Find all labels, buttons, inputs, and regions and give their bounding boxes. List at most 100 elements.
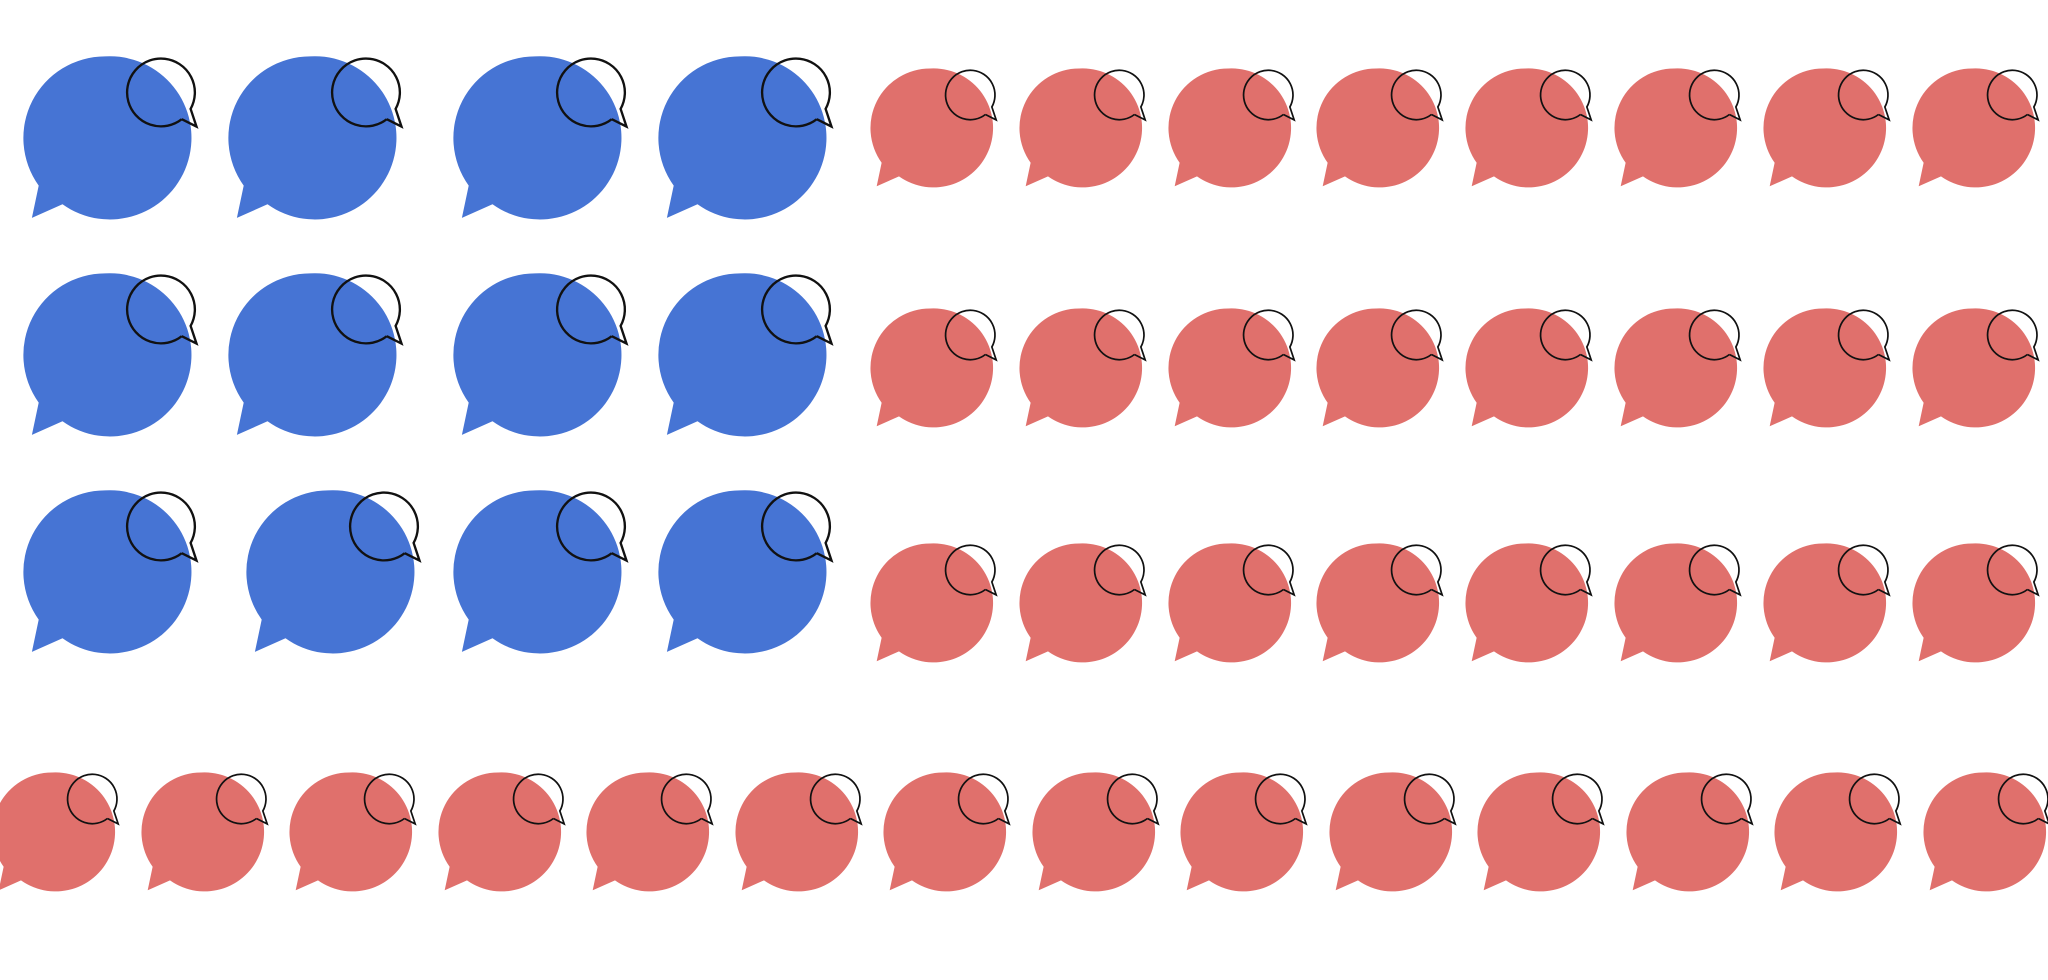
blue-speech-bubble-icon	[655, 487, 827, 657]
outline-bubble-icon	[1829, 64, 1893, 128]
outline-bubble-icon	[355, 768, 419, 832]
outline-bubble-icon	[1692, 768, 1756, 832]
outline-bubble-icon	[1680, 304, 1744, 368]
red-speech-bubble-icon	[1166, 66, 1292, 190]
outline-bubble-icon	[1085, 539, 1149, 603]
outline-bubble-icon	[1085, 64, 1149, 128]
outline-bubble-icon	[1395, 768, 1459, 832]
outline-bubble-icon	[1531, 304, 1595, 368]
blue-speech-bubble-icon	[225, 53, 397, 223]
outline-bubble-icon	[1234, 304, 1298, 368]
outline-bubble-icon	[544, 484, 632, 572]
red-speech-bubble-icon	[1761, 541, 1887, 665]
red-speech-bubble-icon	[1017, 66, 1143, 190]
outline-bubble-icon	[949, 768, 1013, 832]
outline-bubble-icon	[337, 484, 425, 572]
red-speech-bubble-icon	[139, 770, 264, 894]
red-speech-bubble-icon	[881, 770, 1007, 894]
outline-bubble-icon	[207, 768, 271, 832]
outline-bubble-icon	[749, 267, 837, 355]
outline-bubble-icon	[114, 484, 202, 572]
red-speech-bubble-icon	[1314, 541, 1440, 665]
outline-bubble-icon	[1978, 304, 2042, 368]
red-speech-bubble-icon	[868, 66, 994, 190]
outline-bubble-icon	[1246, 768, 1310, 832]
outline-bubble-icon	[544, 267, 632, 355]
outline-bubble-icon	[1543, 768, 1607, 832]
red-speech-bubble-icon	[1921, 770, 2046, 894]
blue-speech-bubble-icon	[655, 53, 827, 223]
blue-speech-bubble-icon	[243, 487, 415, 657]
outline-bubble-icon	[936, 304, 1000, 368]
outline-bubble-icon	[1085, 304, 1149, 368]
outline-bubble-icon	[1531, 539, 1595, 603]
red-speech-bubble-icon	[1910, 306, 2036, 430]
outline-bubble-icon	[1989, 768, 2048, 832]
red-speech-bubble-icon	[733, 770, 858, 894]
red-speech-bubble-icon	[1017, 306, 1143, 430]
red-speech-bubble-icon	[1166, 306, 1292, 430]
outline-bubble-icon	[1829, 304, 1893, 368]
outline-bubble-icon	[319, 50, 407, 138]
blue-speech-bubble-icon	[450, 53, 622, 223]
blue-speech-bubble-icon	[20, 270, 192, 440]
blue-speech-bubble-icon	[450, 487, 622, 657]
red-speech-bubble-icon	[436, 770, 561, 894]
outline-bubble-icon	[504, 768, 568, 832]
blue-speech-bubble-icon	[20, 53, 192, 223]
red-speech-bubble-icon	[1612, 306, 1738, 430]
outline-bubble-icon	[1840, 768, 1904, 832]
outline-bubble-icon	[1978, 64, 2042, 128]
outline-bubble-icon	[1680, 539, 1744, 603]
blue-speech-bubble-icon	[20, 487, 192, 657]
red-speech-bubble-icon	[1761, 306, 1887, 430]
outline-bubble-icon	[1234, 539, 1298, 603]
outline-bubble-icon	[114, 267, 202, 355]
outline-bubble-icon	[936, 64, 1000, 128]
outline-bubble-icon	[1382, 304, 1446, 368]
outline-bubble-icon	[1978, 539, 2042, 603]
outline-bubble-icon	[1382, 64, 1446, 128]
outline-bubble-icon	[1680, 64, 1744, 128]
red-speech-bubble-icon	[1314, 306, 1440, 430]
red-speech-bubble-icon	[584, 770, 710, 894]
red-speech-bubble-icon	[1772, 770, 1898, 894]
red-speech-bubble-icon	[1624, 770, 1749, 894]
red-speech-bubble-icon	[1314, 66, 1440, 190]
red-speech-bubble-icon	[1327, 770, 1452, 894]
red-speech-bubble-icon	[1463, 306, 1589, 430]
outline-bubble-icon	[1382, 539, 1446, 603]
outline-bubble-icon	[319, 267, 407, 355]
outline-bubble-icon	[58, 768, 122, 832]
red-speech-bubble-icon	[1017, 541, 1143, 665]
red-speech-bubble-icon	[1178, 770, 1304, 894]
red-speech-bubble-icon	[868, 541, 994, 665]
blue-speech-bubble-icon	[655, 270, 827, 440]
red-speech-bubble-icon	[1166, 541, 1292, 665]
red-speech-bubble-icon	[1463, 66, 1589, 190]
red-speech-bubble-icon	[1612, 541, 1738, 665]
outline-bubble-icon	[936, 539, 1000, 603]
outline-bubble-icon	[1098, 768, 1162, 832]
outline-bubble-icon	[652, 768, 716, 832]
blue-speech-bubble-icon	[225, 270, 397, 440]
red-speech-bubble-icon	[1761, 66, 1887, 190]
outline-bubble-icon	[1829, 539, 1893, 603]
blue-speech-bubble-icon	[450, 270, 622, 440]
red-speech-bubble-icon	[868, 306, 994, 430]
outline-bubble-icon	[1531, 64, 1595, 128]
outline-bubble-icon	[1234, 64, 1298, 128]
red-speech-bubble-icon	[1612, 66, 1738, 190]
outline-bubble-icon	[749, 484, 837, 572]
outline-bubble-icon	[114, 50, 202, 138]
outline-bubble-icon	[801, 768, 865, 832]
red-speech-bubble-icon	[287, 770, 413, 894]
red-speech-bubble-icon	[1910, 541, 2036, 665]
red-speech-bubble-icon	[1463, 541, 1589, 665]
red-speech-bubble-icon	[1030, 770, 1155, 894]
red-speech-bubble-icon	[0, 770, 116, 894]
red-speech-bubble-icon	[1910, 66, 2036, 190]
red-speech-bubble-icon	[1475, 770, 1601, 894]
outline-bubble-icon	[544, 50, 632, 138]
